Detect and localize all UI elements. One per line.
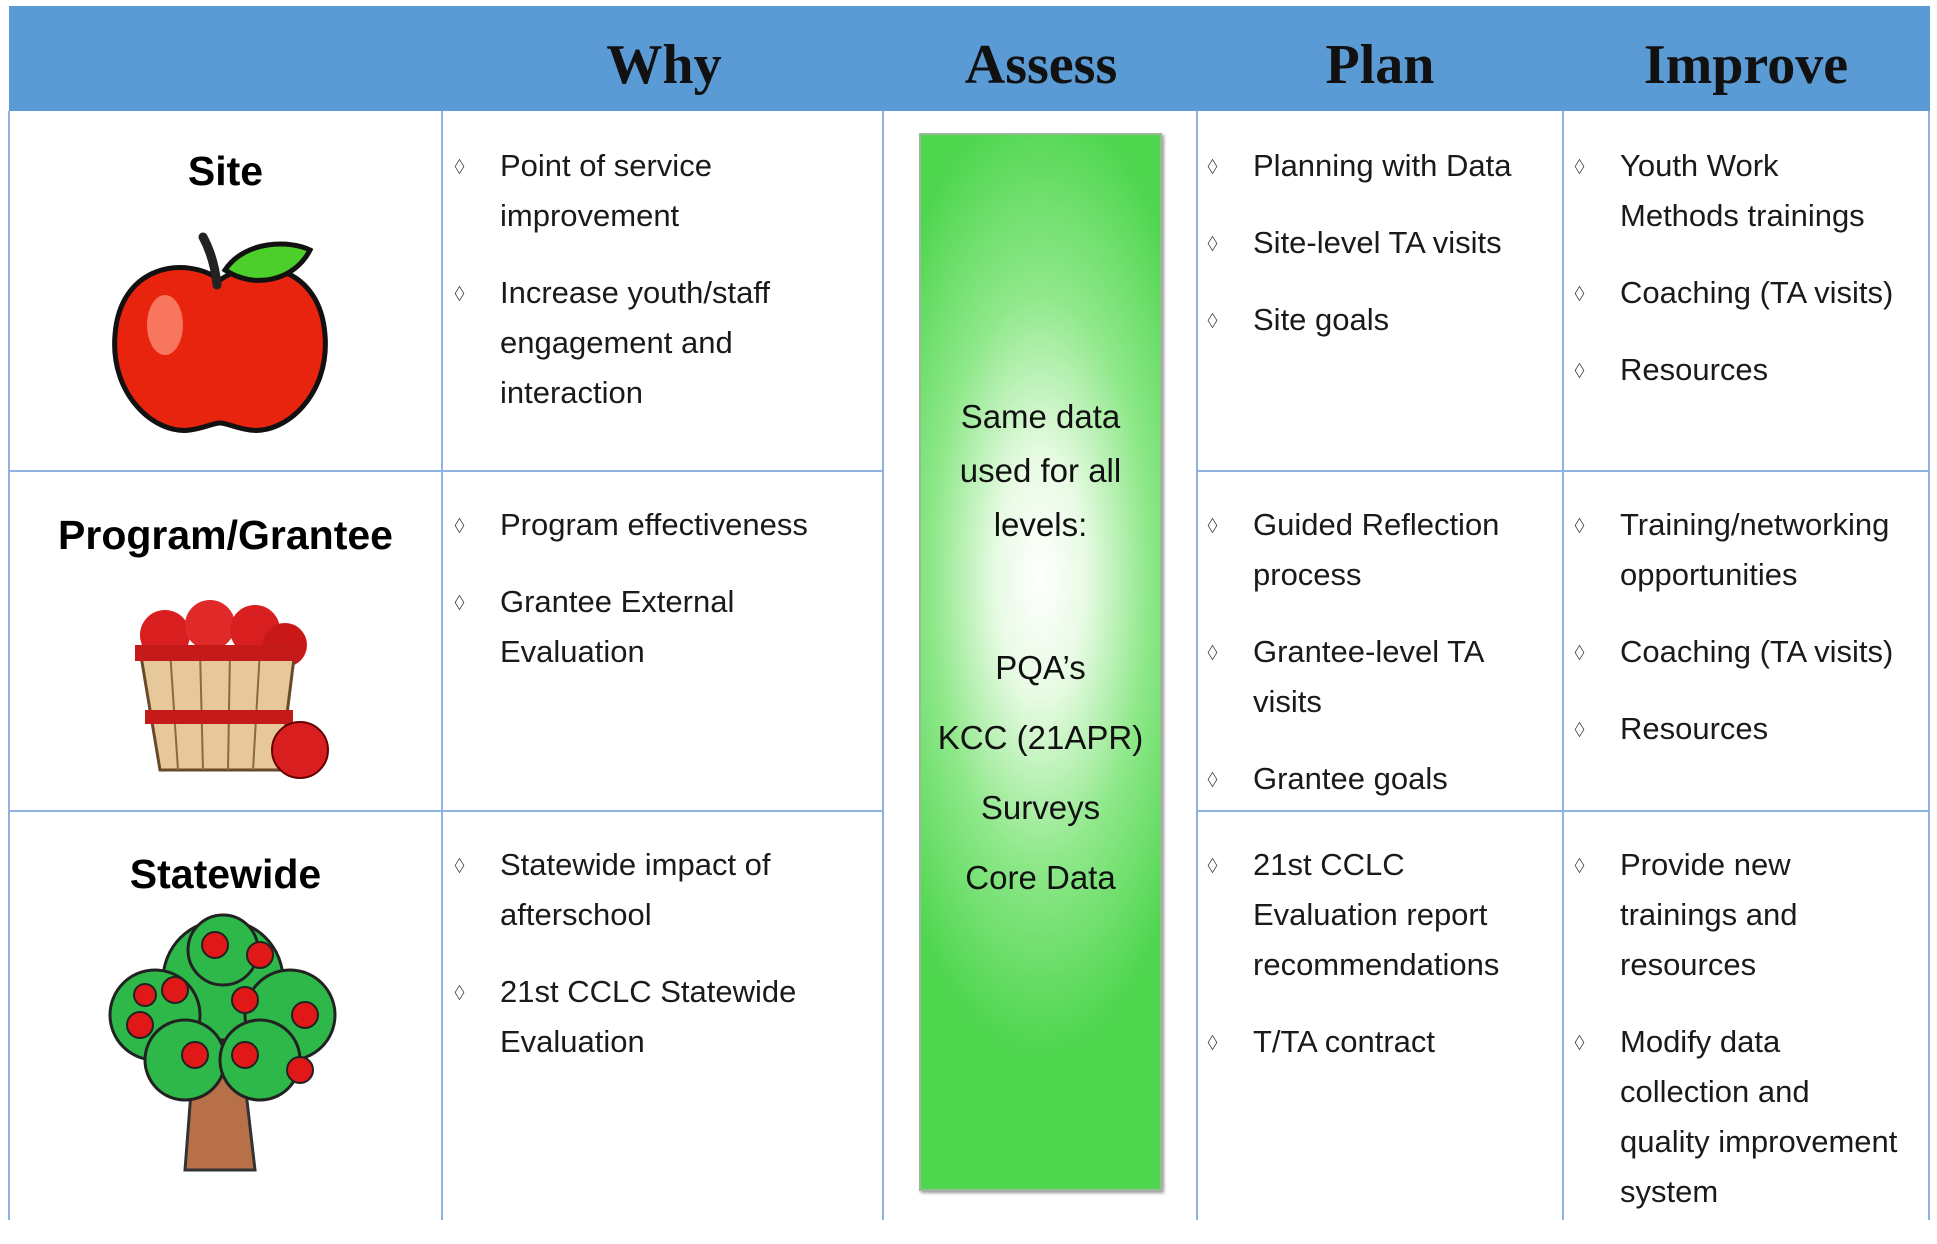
assess-box	[919, 133, 1162, 1191]
bullet-item: Resources	[1620, 704, 1893, 754]
bullet-item: Point of service improvement	[500, 141, 770, 241]
grid-line	[8, 810, 884, 812]
apple-icon	[112, 232, 328, 433]
bullet-item: Grantee External Evaluation	[500, 577, 808, 677]
cell: 21st CCLC Evaluation report recommendati…	[1253, 840, 1499, 1094]
row-label: Program/Grantee	[58, 512, 393, 558]
bullet-item: Site-level TA visits	[1253, 218, 1512, 268]
assess-item: Surveys	[980, 789, 1101, 826]
grid-line	[8, 111, 10, 1220]
cell: Training/networking opportunities Coachin…	[1620, 500, 1893, 781]
assess-intro: Same data used for all levels:	[959, 398, 1122, 543]
assess-item: PQA’s	[995, 649, 1086, 686]
bullet-item: 21st CCLC Statewide Evaluation	[500, 967, 796, 1067]
grid-line	[1562, 111, 1564, 1220]
bullet-item: Youth Work Methods trainings	[1620, 141, 1893, 241]
assess-item: Core Data	[965, 859, 1116, 896]
bullet-item: Coaching (TA visits)	[1620, 627, 1893, 677]
row-label: Site	[187, 148, 264, 194]
cell: Program effectiveness Grantee External Ev…	[500, 500, 808, 704]
bullet-item: Coaching (TA visits)	[1620, 268, 1893, 318]
bullet-item: Modify data collection and quality impro…	[1620, 1017, 1897, 1217]
row-label: Statewide	[129, 851, 322, 897]
column-header: Plan	[1325, 34, 1435, 96]
bullet-item: Training/networking opportunities	[1620, 500, 1893, 600]
cell: Youth Work Methods trainings Coaching (TA…	[1620, 141, 1893, 422]
tree-icon	[108, 913, 337, 1172]
cell: Guided Reflection process Grantee-level T…	[1253, 500, 1499, 831]
bullet-item: Planning with Data	[1253, 141, 1512, 191]
column-header: Assess	[964, 34, 1118, 96]
cell: Statewide impact of afterschool 21st CCLC…	[500, 840, 796, 1094]
column-header: Improve	[1643, 34, 1849, 96]
assess-item: KCC (21APR)	[937, 719, 1144, 756]
bullet-item: Provide new trainings and resources	[1620, 840, 1897, 990]
assess-list: PQA’s KCC (21APR) Surveys Core Data	[919, 633, 1162, 913]
grid-line	[8, 470, 884, 472]
grid-line	[441, 111, 443, 1220]
bullet-item: Grantee-level TA visits	[1253, 627, 1499, 727]
cell: Point of service improvement Increase you…	[500, 141, 770, 445]
bullet-item: Increase youth/staff engagement and inte…	[500, 268, 770, 418]
bullet-item: Statewide impact of afterschool	[500, 840, 796, 940]
grid-line	[1928, 111, 1930, 1220]
cell: Provide new trainings and resources Modif…	[1620, 840, 1897, 1244]
basket-icon	[135, 600, 329, 779]
header-band	[9, 6, 1930, 111]
grid-line	[882, 111, 884, 1220]
bullet-item: T/TA contract	[1253, 1017, 1499, 1067]
column-header: Why	[606, 34, 722, 96]
bullet-item: Site goals	[1253, 295, 1512, 345]
bullet-item: Grantee goals	[1253, 754, 1499, 804]
bullet-item: 21st CCLC Evaluation report recommendati…	[1253, 840, 1499, 990]
cell: Planning with Data Site-level TA visits Si…	[1253, 141, 1512, 372]
bullet-item: Resources	[1620, 345, 1893, 395]
bullet-item: Guided Reflection process	[1253, 500, 1499, 600]
grid-line	[1196, 111, 1198, 1220]
grid-line	[1196, 810, 1930, 812]
bullet-item: Program effectiveness	[500, 500, 808, 550]
grid-line	[1196, 470, 1930, 472]
